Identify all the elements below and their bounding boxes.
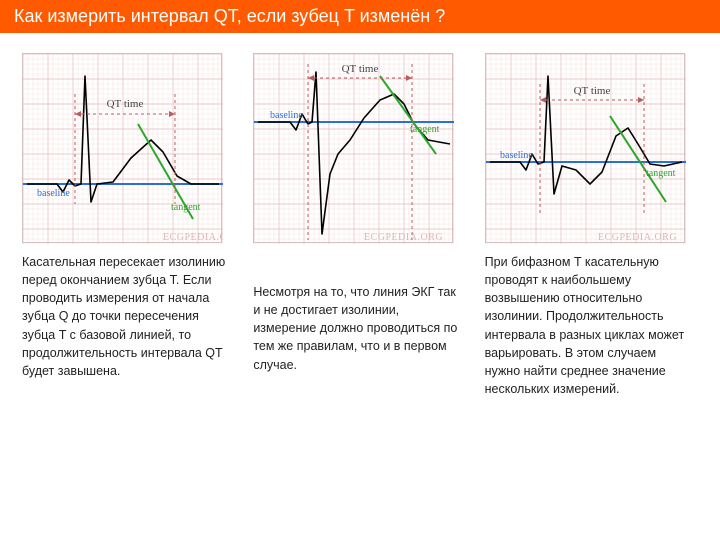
caption-1: Касательная пересекает изолинию перед ок…: [22, 253, 232, 380]
svg-text:ECGPEDIA.ORG: ECGPEDIA.ORG: [598, 232, 677, 243]
svg-text:baseline: baseline: [270, 110, 303, 121]
panel-2: QT time baseline tangent ECGPEDIA.ORG Несмо…: [253, 53, 466, 398]
svg-text:ECGPEDIA.ORG: ECGPEDIA.ORG: [364, 232, 443, 243]
svg-text:baseline: baseline: [37, 188, 70, 199]
svg-text:QT time: QT time: [573, 85, 610, 97]
ecg-diagram-1: QT time baseline tangent ECGPEDIA.ORG: [22, 53, 222, 243]
panel-1: QT time baseline tangent ECGPEDIA.ORG Касат…: [22, 53, 235, 398]
svg-text:baseline: baseline: [500, 150, 533, 161]
svg-text:tangent: tangent: [410, 124, 440, 135]
svg-text:tangent: tangent: [646, 168, 676, 179]
page-title: Как измерить интервал QT, если зубец T и…: [0, 0, 720, 33]
svg-text:QT time: QT time: [107, 98, 144, 110]
panel-row: QT time baseline tangent ECGPEDIA.ORG Касат…: [0, 33, 720, 398]
ecg-diagram-3: QT time baseline tangent ECGPEDIA.ORG: [485, 53, 685, 243]
ecg-diagram-2: QT time baseline tangent ECGPEDIA.ORG: [253, 53, 453, 243]
caption-2: Несмотря на то, что линия ЭКГ так и не д…: [253, 283, 463, 374]
caption-3: При бифазном T касательную проводят к на…: [485, 253, 695, 398]
svg-text:tangent: tangent: [171, 202, 201, 213]
panel-3: QT time baseline tangent ECGPEDIA.ORG При б…: [485, 53, 698, 398]
svg-text:QT time: QT time: [342, 63, 379, 75]
svg-text:ECGPEDIA.ORG: ECGPEDIA.ORG: [163, 232, 223, 243]
